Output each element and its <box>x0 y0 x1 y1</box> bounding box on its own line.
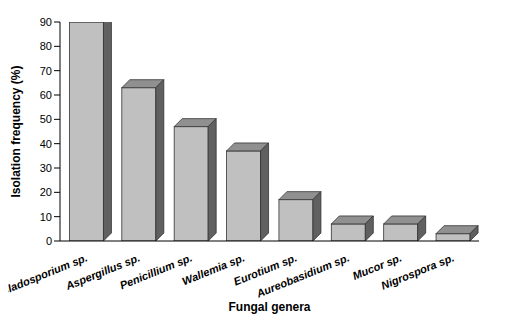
svg-text:Aureobasidium sp.: Aureobasidium sp. <box>254 251 351 300</box>
svg-text:30: 30 <box>40 162 52 174</box>
svg-text:Isolation frequency (%): Isolation frequency (%) <box>9 65 23 197</box>
svg-text:Cladosporium sp.: Cladosporium sp. <box>8 251 89 297</box>
svg-text:0: 0 <box>46 235 52 247</box>
svg-text:40: 40 <box>40 138 52 150</box>
svg-text:Eurotium sp.: Eurotium sp. <box>231 251 299 288</box>
svg-text:Wallemia sp.: Wallemia sp. <box>180 251 247 288</box>
svg-text:Penicillium sp.: Penicillium sp. <box>118 251 194 291</box>
svg-text:Nigrospora sp.: Nigrospora sp. <box>379 251 455 291</box>
svg-text:50: 50 <box>40 113 52 125</box>
svg-text:20: 20 <box>40 186 52 198</box>
svg-text:60: 60 <box>40 89 52 101</box>
svg-text:Fungal genera: Fungal genera <box>228 300 310 314</box>
svg-text:90: 90 <box>40 16 52 28</box>
svg-text:10: 10 <box>40 211 52 223</box>
svg-text:Aspergillus sp.: Aspergillus sp. <box>63 251 142 292</box>
svg-text:70: 70 <box>40 65 52 77</box>
svg-text:Mucor sp.: Mucor sp. <box>350 251 404 282</box>
svg-text:80: 80 <box>40 40 52 52</box>
